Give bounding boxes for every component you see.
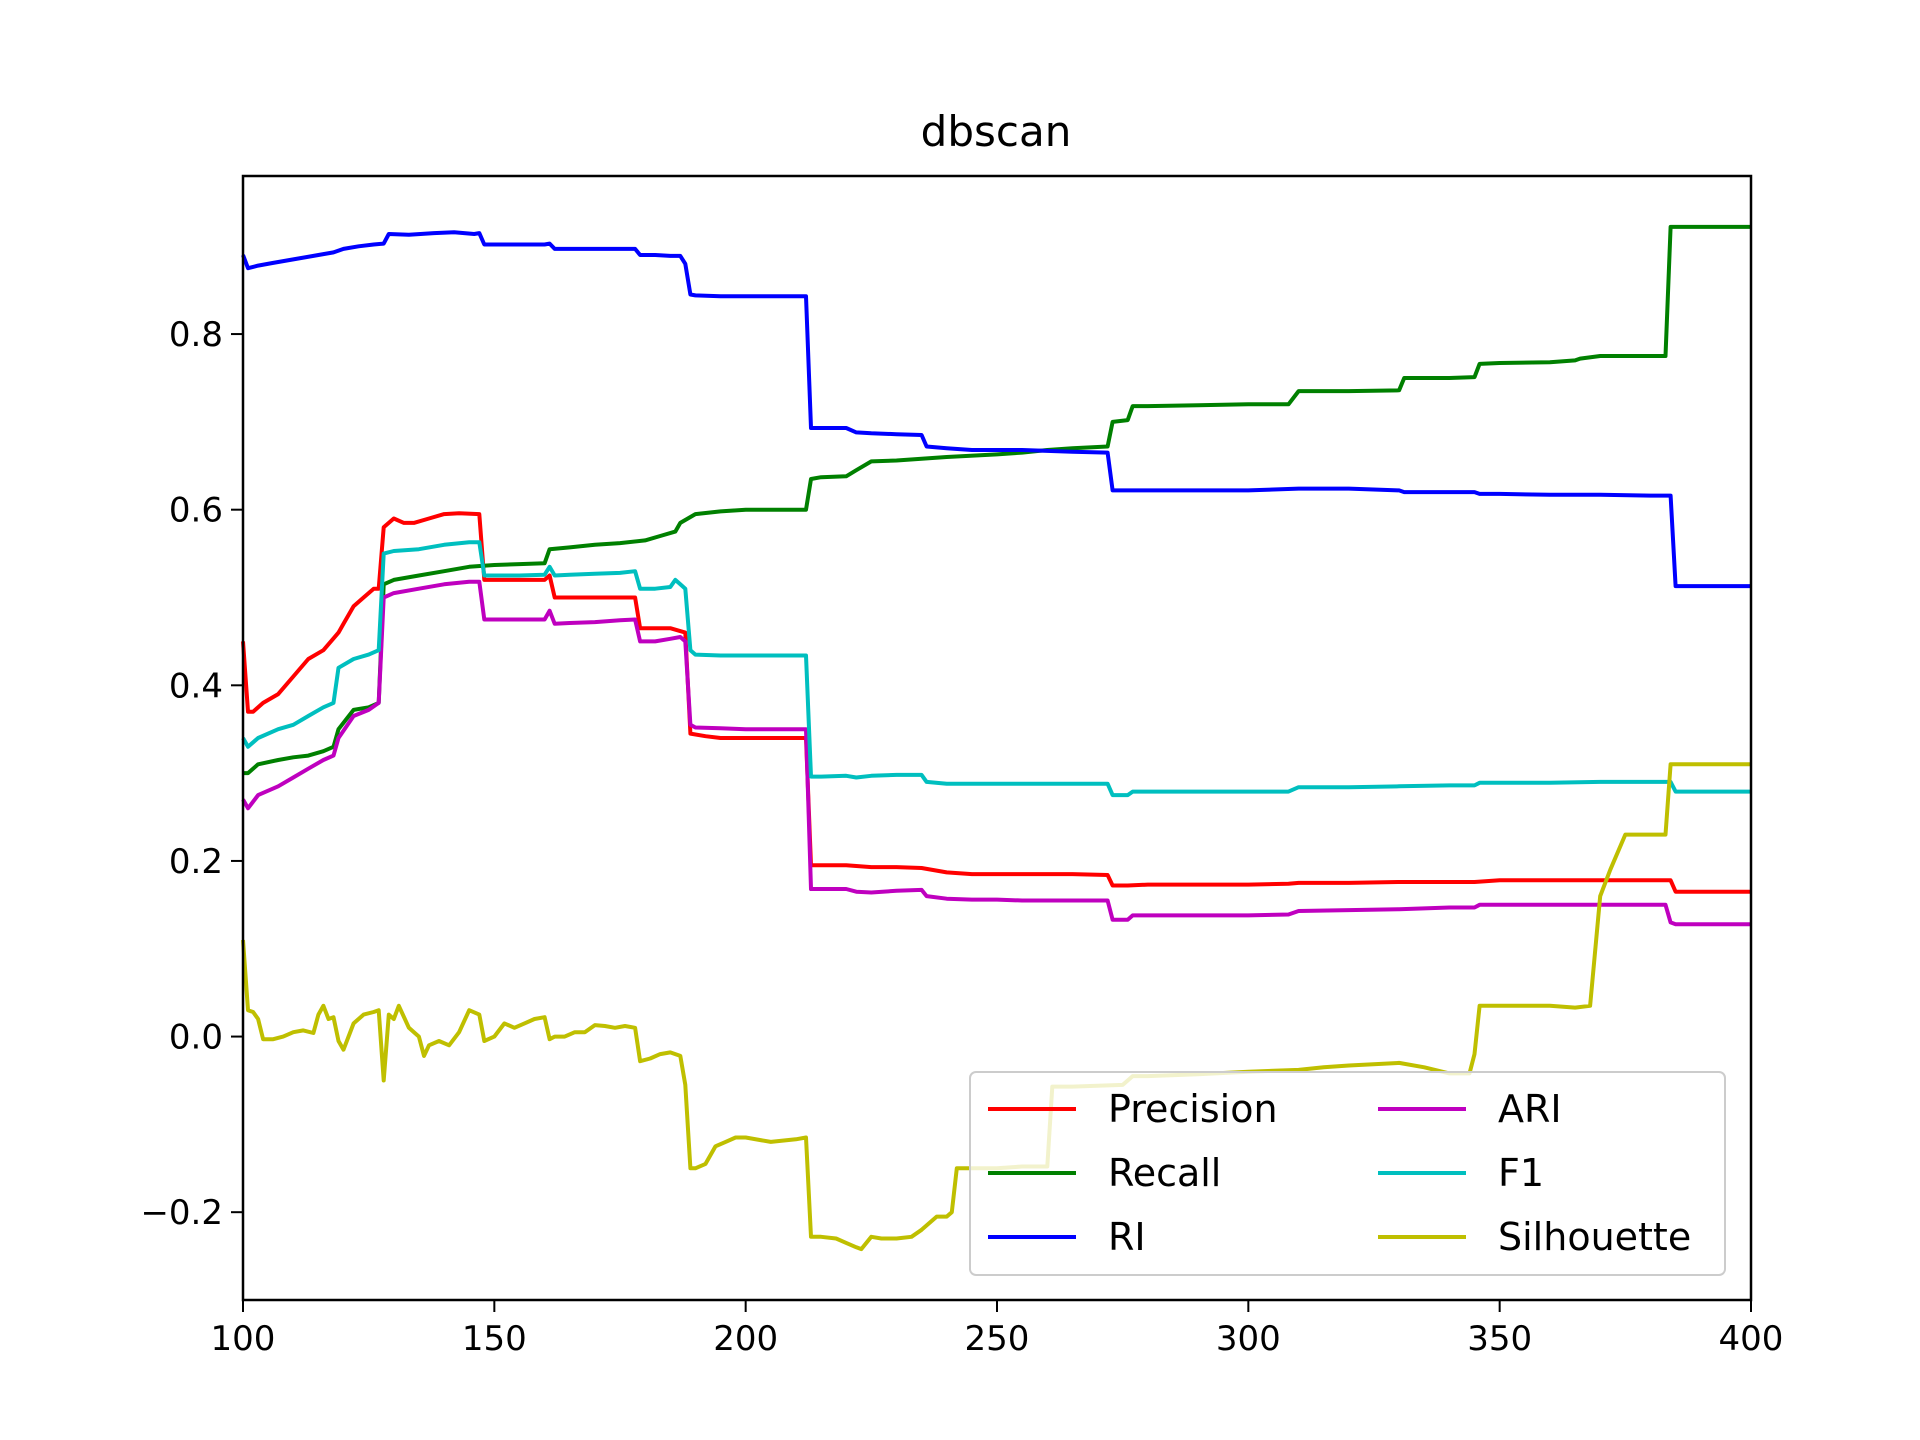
y-tick-label: 0.4 xyxy=(169,666,223,706)
series-line-ari xyxy=(241,579,1751,927)
legend-label-precision: Precision xyxy=(1108,1087,1278,1131)
legend-label-ari: ARI xyxy=(1498,1087,1562,1131)
series-lines xyxy=(241,224,1751,1252)
series-line-silhouette xyxy=(241,762,1751,1252)
legend-label-f1: F1 xyxy=(1498,1151,1544,1195)
legend-label-recall: Recall xyxy=(1108,1151,1221,1195)
x-tick-label: 300 xyxy=(1216,1319,1281,1359)
legend-label-ri: RI xyxy=(1108,1215,1146,1259)
x-axis: 100 150 200 250 300 350 400 xyxy=(211,1300,1784,1359)
x-tick-label: 100 xyxy=(211,1319,276,1359)
y-tick-label: 0.6 xyxy=(169,491,223,531)
series-line-ri xyxy=(241,230,1751,589)
legend-box xyxy=(969,1071,1726,1276)
x-tick-label: 200 xyxy=(713,1319,778,1359)
y-tick-label: 0.0 xyxy=(169,1018,223,1058)
x-tick-label: 250 xyxy=(965,1319,1030,1359)
legend-label-silhouette: Silhouette xyxy=(1498,1215,1691,1259)
series-line-f1 xyxy=(241,540,1751,798)
x-tick-label: 350 xyxy=(1467,1319,1532,1359)
chart-title: dbscan xyxy=(921,107,1072,156)
y-axis: −0.2 0.0 0.2 0.4 0.6 0.8 xyxy=(140,315,243,1233)
x-tick-label: 150 xyxy=(462,1319,527,1359)
x-tick-label: 400 xyxy=(1719,1319,1784,1359)
y-tick-label: 0.8 xyxy=(169,315,223,355)
series-line-precision xyxy=(241,511,1751,894)
y-tick-label: 0.2 xyxy=(169,842,223,882)
legend: Precision Recall RI ARI F1 Silhouette xyxy=(969,1071,1726,1276)
y-tick-label: −0.2 xyxy=(140,1193,223,1233)
